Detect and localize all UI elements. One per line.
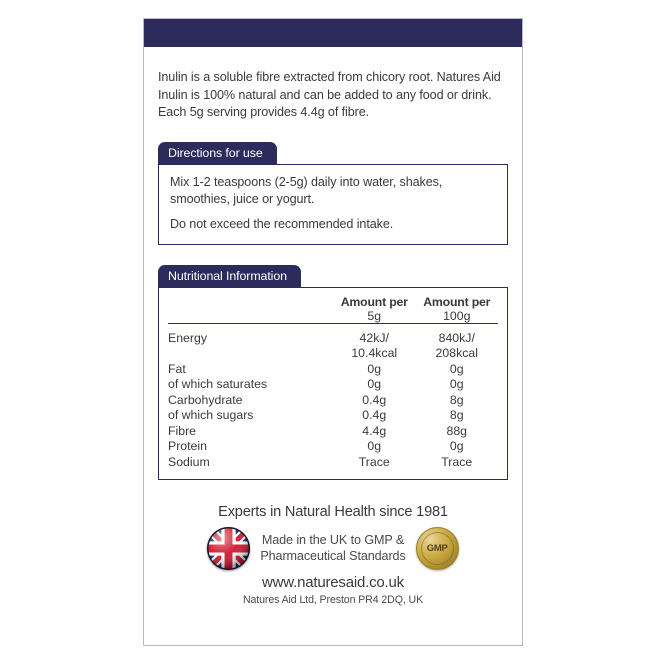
nutrition-tab-header: Nutritional Information <box>158 264 301 288</box>
nutrient-value-5g-part: 4.4g <box>362 423 387 438</box>
directions-line-2: Do not exceed the recommended intake. <box>170 216 394 231</box>
nutrient-name: of which saturates <box>168 377 268 391</box>
nutrient-value-100g-part: 0g <box>449 439 464 453</box>
nutrition-row: Protein 0g 0g <box>168 439 498 455</box>
nutrient-value-5g: 0g <box>333 439 416 455</box>
nutrition-row: of which sugars 0.4g 8g <box>168 408 498 424</box>
nutrition-row: Fat 0g 0g <box>168 362 498 378</box>
nutrient-value-100g: 88g <box>416 424 499 440</box>
nutrient-value-5g: 0.4g <box>333 393 416 409</box>
gmp-seal-label: GMP <box>426 543 448 554</box>
nutrient-name: Fibre <box>168 423 197 438</box>
nutrient-value-100g: 8g <box>416 408 499 424</box>
nutrient-value-5g: 0g <box>333 362 416 378</box>
product-intro-text: Inulin is a soluble fibre extracted from… <box>158 70 501 119</box>
nutrient-value-5g: 42kJ/10.4kcal <box>333 323 416 362</box>
nutrient-value-5g: 0g <box>333 377 416 393</box>
amount-per-5g-header: Amount per 5g <box>333 294 416 324</box>
nutrition-row: Carbohydrate 0.4g 8g <box>168 393 498 409</box>
nutrition-row: Sodium Trace Trace <box>168 455 498 471</box>
nutrient-value-100g: 0g <box>416 362 499 378</box>
nutrient-value-5g-part: 42kJ/ <box>359 330 389 345</box>
nutrient-value-100g-part: Trace <box>441 454 473 469</box>
nutrient-value-100g-part: 88g <box>446 423 468 438</box>
amount-per-5g-unit: 5g <box>367 308 382 323</box>
union-jack-svg <box>207 527 251 570</box>
directions-tab-header: Directions for use <box>158 141 277 165</box>
nutrient-value-5g: 0.4g <box>333 408 416 424</box>
directions-content-box: Mix 1-2 teaspoons (2-5g) daily into wate… <box>158 163 508 245</box>
amount-per-5g-label: Amount per <box>340 294 408 309</box>
label-body: Inulin is a soluble fibre extracted from… <box>144 69 522 606</box>
top-navy-banner <box>144 19 522 47</box>
nutrition-header-row: Amount per 5g Amount per 100g <box>168 294 498 324</box>
nutrient-value-100g: 0g <box>416 377 499 393</box>
amount-per-100g-label: Amount per <box>423 294 491 309</box>
nutrient-value-100g: 8g <box>416 393 499 409</box>
nutrition-table: Amount per 5g Amount per 100g Energy 42kJ… <box>168 294 498 471</box>
nutrition-row: Energy 42kJ/10.4kcal 840kJ/208kcal <box>168 323 498 362</box>
nutrient-value-100g: 840kJ/208kcal <box>416 323 499 362</box>
nutrient-name: Sodium <box>168 454 210 469</box>
nutrient-value-100g-part: 8g <box>449 392 464 407</box>
union-jack-flag-icon <box>207 527 251 570</box>
nutrient-value-100g: 0g <box>416 439 499 455</box>
made-in-uk-line-2: Pharmaceutical Standards <box>260 548 406 563</box>
nutrition-content-box: Amount per 5g Amount per 100g Energy 42kJ… <box>158 286 508 480</box>
nutrition-row: of which saturates 0g 0g <box>168 377 498 393</box>
nutrition-table-body: Energy 42kJ/10.4kcal 840kJ/208kcal Fat 0g 0g o… <box>168 323 498 470</box>
nutrient-value-5g-part: 0.4g <box>362 408 387 422</box>
amount-per-100g-unit: 100g <box>443 308 471 323</box>
nutrient-value-5g-part: 0g <box>367 439 382 453</box>
gmp-seal-ring <box>420 532 454 565</box>
amount-per-100g-header: Amount per 100g <box>415 294 498 324</box>
nutrition-panel: Nutritional Information Amount per 5g Am… <box>158 264 508 480</box>
nutrient-value-5g-part: Trace <box>358 454 390 469</box>
nutrient-name: Fat <box>168 361 186 376</box>
nutrient-value-5g-part: 0g <box>367 377 382 391</box>
nutrient-value-5g-part: 0.4g <box>362 392 387 407</box>
website-url[interactable]: www.naturesaid.co.uk <box>262 574 404 591</box>
nutrient-value-5g-part: 0g <box>367 361 382 376</box>
nutrient-name: Protein <box>168 439 207 453</box>
made-in-uk-text-block: Made in the UK to GMP & Pharmaceutical S… <box>260 533 405 564</box>
experts-tagline: Experts in Natural Health since 1981 <box>218 504 448 520</box>
nutrient-value-100g-part: 208kcal <box>435 346 478 360</box>
directions-line-1: Mix 1-2 teaspoons (2-5g) daily into wate… <box>170 174 443 206</box>
nutrient-value-100g-part: 840kJ/ <box>438 330 475 345</box>
company-address: Natures Aid Ltd, Preston PR4 2DQ, UK <box>242 594 424 606</box>
nutrient-value-100g-part: 8g <box>449 408 464 422</box>
made-in-uk-line-1: Made in the UK to GMP & <box>261 533 405 547</box>
nutrient-value-5g: 4.4g <box>333 424 416 440</box>
nutrient-column-header <box>168 294 333 324</box>
nutrient-value-100g-part: 0g <box>449 377 464 391</box>
nutrient-value-5g-part: 10.4kcal <box>351 346 398 360</box>
product-label-card: Inulin is a soluble fibre extracted from… <box>143 18 523 646</box>
directions-panel: Directions for use Mix 1-2 teaspoons (2-… <box>158 141 508 245</box>
footer-badges-row: Made in the UK to GMP & Pharmaceutical S… <box>158 527 508 570</box>
nutrition-table-head: Amount per 5g Amount per 100g <box>168 294 498 324</box>
nutrient-value-100g-part: 0g <box>449 361 464 376</box>
nutrient-name: Carbohydrate <box>168 392 243 407</box>
gmp-certification-seal-icon: GMP <box>415 527 459 570</box>
nutrient-name: Energy <box>168 330 207 345</box>
label-footer: Experts in Natural Health since 1981 <box>158 504 508 606</box>
nutrient-name: of which sugars <box>168 408 254 422</box>
nutrient-value-5g: Trace <box>333 455 416 471</box>
nutrient-value-100g: Trace <box>416 455 499 471</box>
nutrition-row: Fibre 4.4g 88g <box>168 424 498 440</box>
